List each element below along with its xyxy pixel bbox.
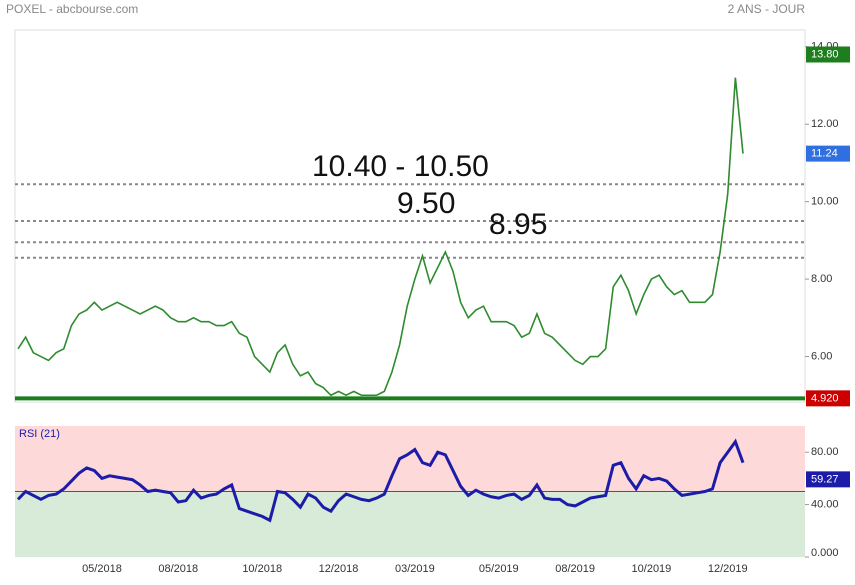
y-tick-label: 8.00 xyxy=(811,273,832,285)
x-tick-label: 05/2018 xyxy=(82,563,122,575)
price-line xyxy=(17,77,744,397)
support-tag xyxy=(806,390,850,407)
y-tick-label: 12.00 xyxy=(811,118,839,130)
price-tag-label: 11.24 xyxy=(811,148,838,160)
x-tick-label: 08/2019 xyxy=(555,563,595,575)
rsi-line xyxy=(16,438,745,523)
x-tick-label: 12/2019 xyxy=(708,563,748,575)
rsi-tag-label: 59.27 xyxy=(811,473,839,485)
chart-title: POXEL - abcbourse.com xyxy=(6,2,138,16)
level-label: 8.95 xyxy=(489,208,547,241)
level-label: 9.50 xyxy=(397,187,455,220)
x-tick-label: 10/2019 xyxy=(632,563,672,575)
x-tick-label: 05/2019 xyxy=(479,563,519,575)
rsi-tick-label: 0.000 xyxy=(811,547,839,559)
chart-subtitle: 2 ANS - JOUR xyxy=(728,2,806,16)
support-tag-label: 4.920 xyxy=(811,392,839,404)
rsi-oversold-zone xyxy=(15,491,805,557)
rsi-overbought-zone xyxy=(15,426,805,492)
level-label: 10.40 - 10.50 xyxy=(312,150,489,183)
x-tick-label: 08/2018 xyxy=(158,563,198,575)
x-tick-label: 03/2019 xyxy=(395,563,435,575)
rsi-tick-label: 80.00 xyxy=(811,446,839,458)
rsi-tick-label: 40.00 xyxy=(811,499,839,511)
price-tag xyxy=(806,145,850,162)
y-tick-label: 6.00 xyxy=(811,350,832,362)
y-tick-label: 10.00 xyxy=(811,196,839,208)
rsi-tag xyxy=(806,471,850,488)
price-panel xyxy=(14,29,806,403)
price-tag-label: 13.80 xyxy=(811,48,839,60)
x-tick-label: 10/2018 xyxy=(242,563,282,575)
rsi-title: RSI (21) xyxy=(19,428,60,440)
price-tag xyxy=(806,46,850,63)
x-tick-label: 12/2018 xyxy=(319,563,359,575)
